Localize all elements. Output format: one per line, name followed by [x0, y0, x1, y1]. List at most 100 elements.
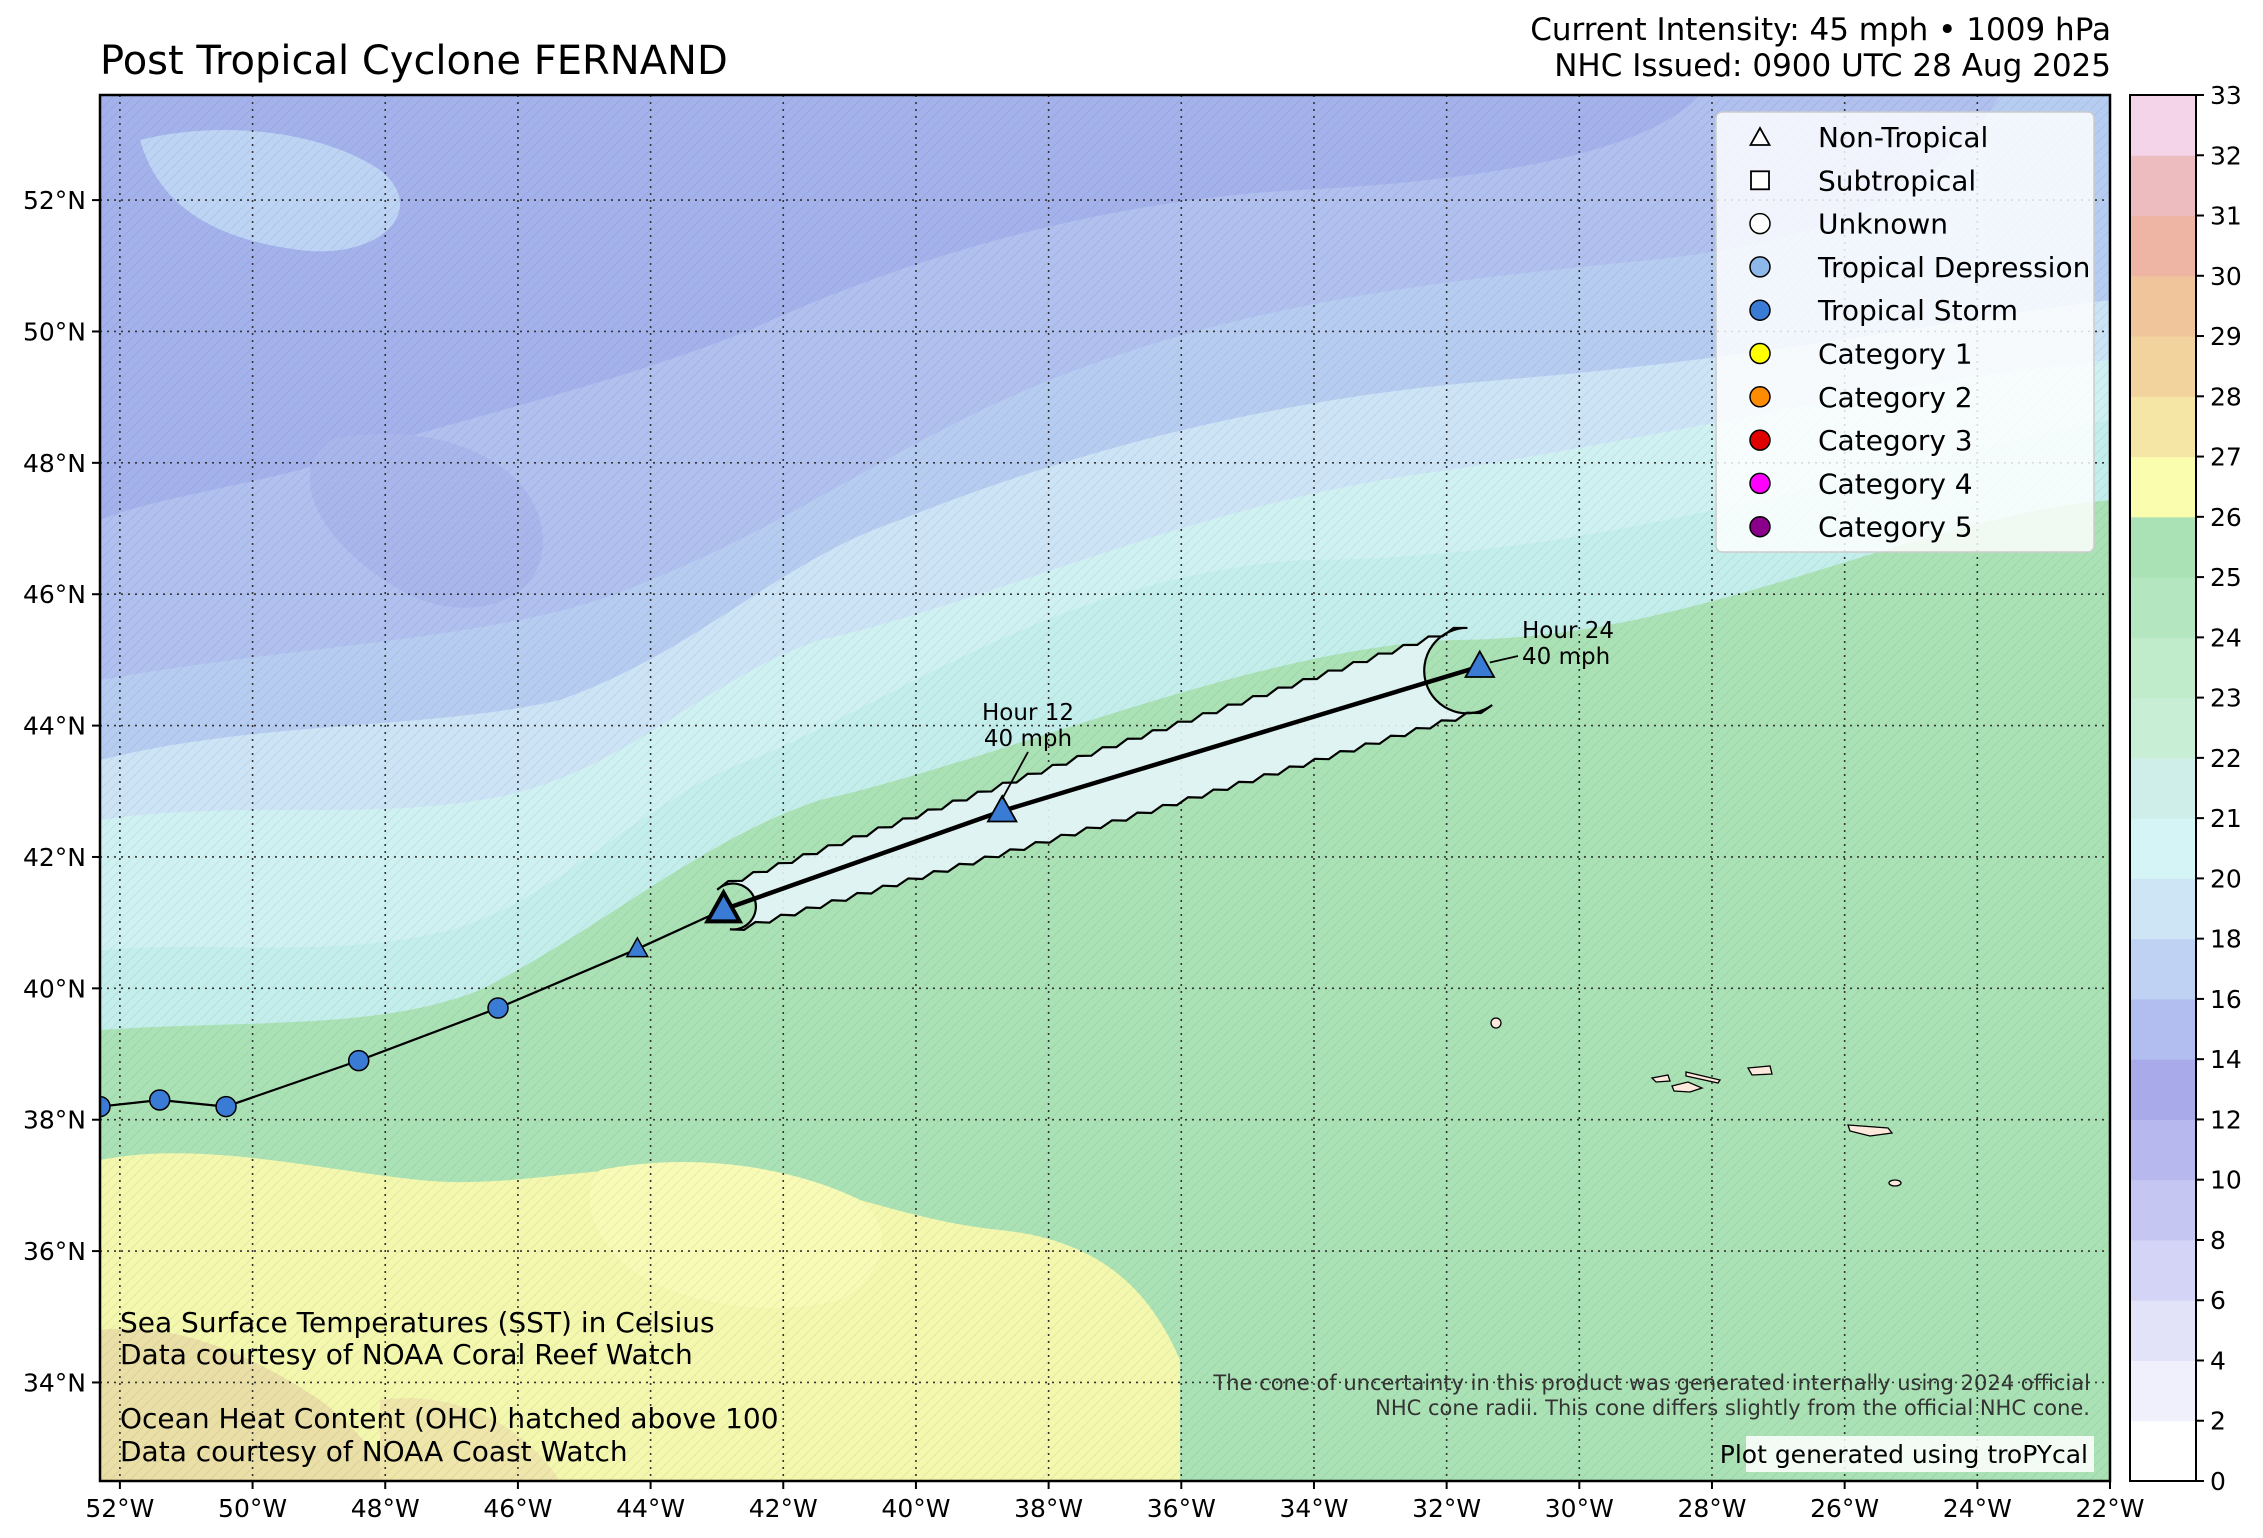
- legend-label: Tropical Storm: [1817, 294, 2018, 327]
- legend-label: Category 4: [1818, 467, 1973, 500]
- colorbar-band: [2130, 998, 2196, 1060]
- colorbar-tick-label: 14: [2210, 1045, 2242, 1074]
- colorbar-tick-label: 25: [2210, 563, 2242, 592]
- colorbar-band: [2130, 1119, 2196, 1181]
- lon-tick-label: 30°W: [1545, 1494, 1614, 1523]
- colorbar-tick-label: 23: [2210, 684, 2242, 713]
- sst-note-line2: Data courtesy of NOAA Coral Reef Watch: [120, 1338, 693, 1371]
- colorbar-tick-label: 20: [2210, 864, 2242, 893]
- colorbar-band: [2130, 516, 2196, 578]
- lon-tick-label: 50°W: [218, 1494, 287, 1523]
- islands: [1490, 1017, 1902, 1187]
- past-position-marker: [100, 1095, 111, 1118]
- colorbar-band: [2130, 456, 2196, 518]
- colorbar-tick-label: 24: [2210, 623, 2242, 652]
- legend-symbol: [1750, 170, 1770, 191]
- legend-symbol: [1749, 472, 1771, 495]
- lat-tick-label: 34°N: [23, 1368, 86, 1397]
- lat-tick-label: 36°N: [23, 1237, 86, 1266]
- forecast-annotations: Hour 12 40 mph Hour 24 40 mph: [982, 618, 1614, 800]
- colorbar-tick-label: 29: [2210, 322, 2242, 351]
- colorbar-band: [2130, 1059, 2196, 1120]
- legend-symbol: [1749, 256, 1771, 278]
- legend-label: Category 2: [1818, 381, 1973, 414]
- legend-box: [1715, 111, 2095, 553]
- lon-tick-label: 28°W: [1677, 1494, 1746, 1523]
- colorbar-band: [2130, 155, 2196, 217]
- lon-tick-label: 26°W: [1810, 1494, 1879, 1523]
- island-terceira: [1746, 1065, 1773, 1076]
- colorbar-tick-label: 31: [2210, 202, 2242, 231]
- hour24-wind-label: 40 mph: [1522, 644, 1610, 670]
- legend-symbol: [1749, 212, 1771, 235]
- colorbar-tick-label: 32: [2210, 141, 2242, 170]
- colorbar-band: [2130, 697, 2196, 759]
- cone-note-line2: NHC cone radii. This cone differs slight…: [1375, 1396, 2090, 1420]
- legend-label: Category 5: [1818, 511, 1973, 544]
- past-position-marker: [148, 1089, 171, 1111]
- colorbar-tick-label: 8: [2210, 1226, 2226, 1255]
- colorbar-tick-label: 22: [2210, 744, 2242, 773]
- lon-tick-label: 40°W: [881, 1494, 950, 1523]
- forecast-position-marker: [1464, 649, 1496, 678]
- hour24-label: Hour 24: [1522, 618, 1614, 644]
- colorbar-band: [2130, 1420, 2196, 1482]
- nhc-issued-time: NHC Issued: 0900 UTC 28 Aug 2025: [1554, 48, 2111, 84]
- colorbar-tick-label: 21: [2210, 804, 2242, 833]
- colorbar-tick-label: 30: [2210, 262, 2242, 291]
- lat-tick-label: 38°N: [23, 1106, 86, 1135]
- island-pico: [1671, 1081, 1704, 1093]
- colorbar-tick-label: 27: [2210, 443, 2242, 472]
- colorbar-tick-label: 2: [2210, 1407, 2226, 1436]
- credit-text: Plot generated using troPYcal: [1720, 1440, 2088, 1469]
- track-markers: [100, 649, 1496, 1118]
- legend: Non-Tropical Subtropical Unknown Tropical D…: [1715, 111, 2095, 553]
- lat-tick-label: 50°N: [23, 317, 86, 346]
- sst-colorbar: 0246810121416182021222324252627282930313…: [2129, 81, 2242, 1496]
- lon-tick-label: 38°W: [1014, 1494, 1083, 1523]
- hour24-leader-line: [1489, 655, 1519, 664]
- colorbar-band: [2130, 215, 2196, 277]
- colorbar-tick-label: 28: [2210, 382, 2242, 411]
- lon-tick-label: 24°W: [1943, 1494, 2012, 1523]
- axis-tick-labels: 52°W 50°W 48°W 46°W 44°W 42°W 40°W 38°W 36°W 34°W…: [23, 186, 2145, 1523]
- island-graciosa: [1650, 1074, 1671, 1083]
- colorbar-band: [2130, 396, 2196, 458]
- lat-tick-label: 40°N: [23, 974, 86, 1003]
- colorbar-band: [2130, 275, 2196, 337]
- colorbar-band: [2130, 938, 2196, 1000]
- page-title: Post Tropical Cyclone FERNAND: [100, 38, 728, 84]
- lon-tick-label: 48°W: [351, 1494, 420, 1523]
- past-position-marker: [215, 1095, 237, 1118]
- colorbar-tick-label: 12: [2210, 1105, 2242, 1134]
- sst-note-line1: Sea Surface Temperatures (SST) in Celsiu…: [120, 1306, 715, 1339]
- colorbar-frame: [2129, 94, 2197, 1482]
- colorbar-band: [2130, 878, 2196, 940]
- lat-tick-label: 48°N: [23, 449, 86, 478]
- legend-symbol: [1749, 342, 1771, 365]
- past-position-marker: [625, 936, 650, 958]
- colorbar-band: [2130, 336, 2196, 397]
- colorbar-band: [2130, 1360, 2196, 1422]
- forecast-position-marker: [986, 794, 1018, 823]
- legend-label: Category 3: [1818, 424, 1973, 457]
- lon-tick-label: 22°W: [2075, 1494, 2144, 1523]
- ohc-note-line1: Ocean Heat Content (OHC) hatched above 1…: [120, 1402, 779, 1435]
- lon-tick-label: 34°W: [1279, 1494, 1348, 1523]
- cone-note-line1: The cone of uncertainty in this product …: [1212, 1371, 2090, 1395]
- legend-label: Subtropical: [1818, 164, 1976, 197]
- lon-tick-label: 46°W: [483, 1494, 552, 1523]
- colorbar-tick-label: 10: [2210, 1166, 2242, 1195]
- legend-symbol: [1749, 515, 1771, 538]
- colorbar-tick-label: 6: [2210, 1286, 2226, 1315]
- map-frame: [98, 93, 2112, 1483]
- legend-symbol: [1748, 126, 1772, 146]
- ohc-note-line2: Data courtesy of NOAA Coast Watch: [120, 1435, 628, 1468]
- lat-tick-label: 42°N: [23, 843, 86, 872]
- lon-tick-label: 52°W: [85, 1494, 154, 1523]
- colorbar-band: [2130, 1239, 2196, 1301]
- legend-label: Unknown: [1818, 208, 1948, 241]
- colorbar-tick-label: 26: [2210, 503, 2242, 532]
- past-position-marker: [487, 997, 509, 1019]
- colorbar-tick-label: 18: [2210, 925, 2242, 954]
